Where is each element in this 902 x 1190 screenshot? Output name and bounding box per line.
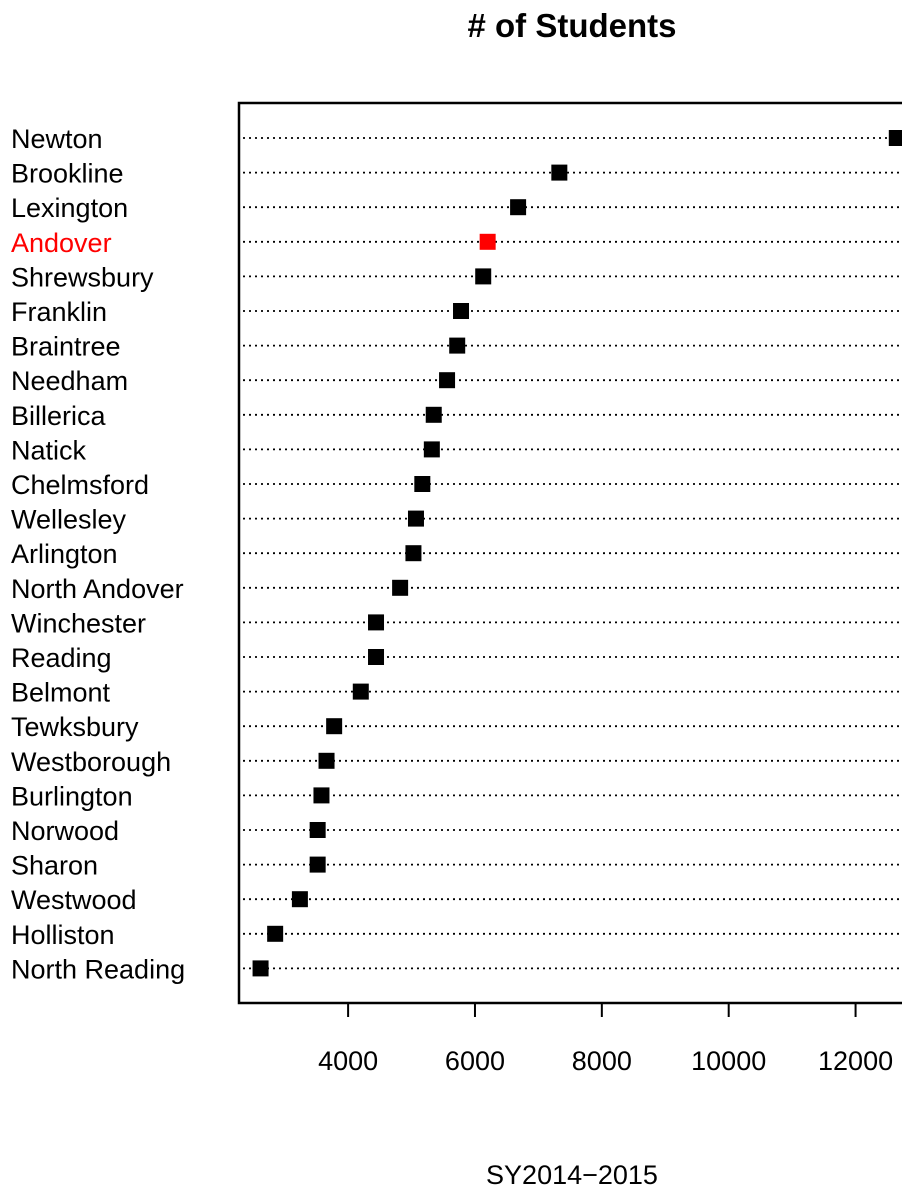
x-axis-label: SY2014−2015: [486, 1160, 658, 1190]
data-point-belmont: [352, 683, 369, 700]
category-label: Tewksbury: [11, 712, 139, 742]
data-point-franklin: [453, 303, 470, 319]
x-tick-label: 12000: [818, 1046, 893, 1076]
data-point-sharon: [309, 856, 326, 873]
category-label: Burlington: [11, 781, 133, 811]
data-point-andover: [479, 233, 496, 250]
category-label: North Reading: [11, 954, 185, 984]
category-label: Belmont: [11, 678, 111, 708]
chart-title: # of Students: [467, 7, 676, 44]
data-point-billerica: [425, 406, 442, 423]
data-point-north-reading: [252, 960, 269, 977]
data-point-shrewsbury: [475, 268, 492, 285]
category-label: Arlington: [11, 539, 118, 569]
category-label: Billerica: [11, 401, 107, 431]
category-label: Holliston: [11, 920, 115, 950]
category-label: Chelmsford: [11, 470, 149, 500]
category-labels: Newton Brookline Lexington Andover Shrewsbur…: [11, 124, 185, 984]
guide-lines: [243, 137, 902, 970]
category-label: Norwood: [11, 816, 119, 846]
category-label: Winchester: [11, 608, 146, 638]
data-points: [252, 130, 902, 977]
plot-frame: [237, 101, 902, 1005]
x-tick-label: 6000: [445, 1046, 505, 1076]
x-axis: 4000 6000 8000 10000 12000: [318, 1003, 893, 1076]
category-label: Natick: [11, 435, 87, 465]
category-label: Andover: [11, 228, 112, 258]
category-label: Franklin: [11, 297, 107, 327]
data-point-braintree: [449, 337, 466, 354]
category-label: Sharon: [11, 851, 98, 881]
data-point-lexington: [510, 199, 527, 216]
category-label: Westwood: [11, 885, 137, 915]
category-label: Brookline: [11, 159, 124, 189]
category-label: Westborough: [11, 747, 171, 777]
data-point-wellesley: [407, 510, 424, 527]
data-point-natick: [423, 441, 440, 458]
data-point-brookline: [551, 164, 568, 181]
category-label: Shrewsbury: [11, 262, 154, 292]
x-tick-label: 4000: [318, 1046, 378, 1076]
data-point-holliston: [267, 925, 284, 942]
category-label: Needham: [11, 366, 128, 396]
x-tick-label: 10000: [691, 1046, 766, 1076]
data-point-arlington: [405, 545, 422, 562]
data-point-norwood: [309, 822, 326, 838]
category-label: Reading: [11, 643, 112, 673]
category-label: North Andover: [11, 574, 184, 604]
data-point-chelmsford: [414, 476, 431, 492]
data-point-winchester: [368, 614, 385, 631]
data-point-newton: [888, 130, 902, 146]
data-point-north-andover: [392, 579, 409, 596]
category-label: Wellesley: [11, 505, 127, 535]
data-point-tewksbury: [326, 718, 343, 735]
category-label: Braintree: [11, 332, 121, 362]
data-point-westwood: [291, 891, 308, 908]
category-label: Newton: [11, 124, 103, 154]
data-point-burlington: [313, 787, 330, 804]
data-point-reading: [368, 649, 385, 665]
category-label: Lexington: [11, 193, 128, 223]
data-point-needham: [439, 372, 456, 389]
x-tick-label: 8000: [572, 1046, 632, 1076]
data-point-westborough: [318, 752, 335, 769]
